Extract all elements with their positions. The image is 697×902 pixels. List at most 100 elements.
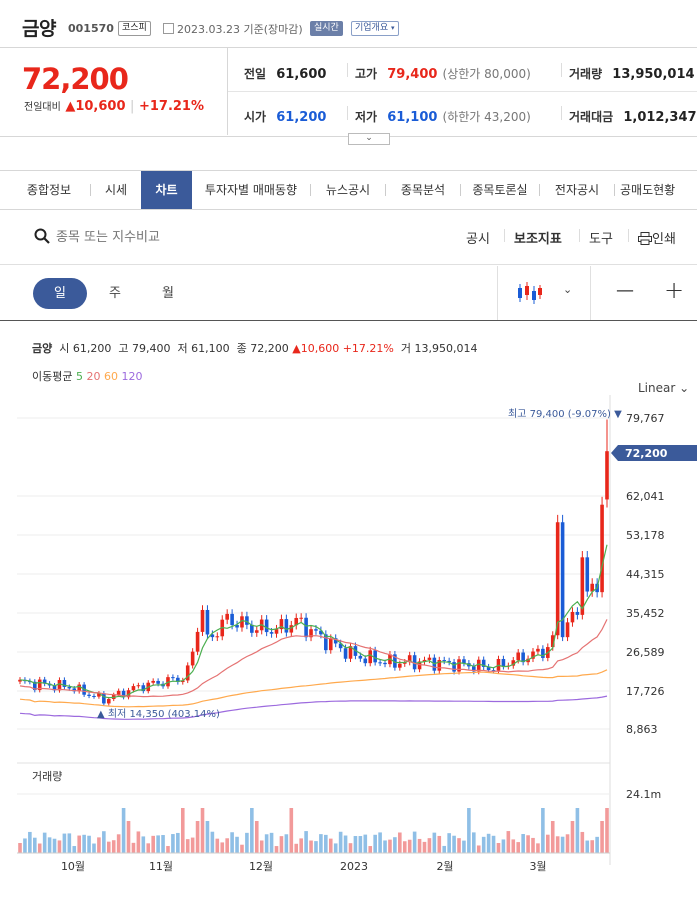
divider [497, 266, 498, 320]
candle-body [304, 617, 308, 638]
tab-chart[interactable]: 차트 [141, 171, 192, 209]
period-month-button[interactable]: 월 [162, 286, 174, 301]
close-value: 72,200 [250, 342, 289, 355]
tab-disclosure[interactable]: 전자공시 [554, 183, 600, 197]
candle-body [373, 650, 377, 663]
volume-bar [383, 840, 387, 853]
candlestick-type-icon[interactable] [517, 282, 543, 304]
disclosure-button[interactable]: 공시 [466, 232, 490, 247]
volume-bar [363, 834, 368, 853]
tab-investor-trading[interactable]: 투자자별 매매동향 [204, 183, 298, 197]
divider [460, 184, 461, 196]
stat-label: 시가 [244, 110, 267, 124]
candle-body [18, 679, 22, 682]
volume-bar [23, 838, 27, 853]
volume-bar [220, 842, 225, 853]
volume-bar [121, 808, 126, 853]
volume-bar [289, 808, 294, 853]
min-annotation: ▲ 최저 14,350 (403.14%) [97, 708, 220, 720]
volume-bar [205, 821, 210, 853]
y-tick-label: 44,315 [626, 568, 665, 581]
scale-label: Linear [638, 381, 676, 395]
candle-body [171, 677, 175, 679]
volume-bar [284, 834, 289, 853]
price-chart[interactable]: 79,767 62,041 53,178 44,315 35,452 26,589 17,7… [0, 395, 697, 902]
stat-value: 61,200 [276, 110, 327, 125]
volume-bar [250, 808, 254, 853]
period-week-button[interactable]: 주 [109, 286, 121, 301]
candle-body [472, 666, 476, 672]
compare-search-input[interactable] [54, 225, 238, 249]
candle-body [536, 648, 540, 652]
expand-toggle-button[interactable]: ⌄ [348, 133, 390, 145]
volume-bar [131, 842, 136, 853]
period-day-button[interactable]: 일 [33, 278, 87, 309]
volume-bar [97, 837, 101, 853]
zoom-in-button[interactable]: + [664, 276, 685, 304]
candle-body [343, 648, 348, 659]
chart-stock-name: 금양 [32, 342, 53, 355]
volume-bar [136, 831, 141, 853]
volume-bar [259, 840, 264, 853]
candle-body [314, 629, 318, 631]
tab-discussion[interactable]: 종목토론실 [472, 183, 528, 197]
chevron-down-icon: ⌄ [679, 381, 690, 395]
volume-bar [72, 846, 77, 853]
volume-bar [57, 840, 62, 853]
indicator-button[interactable]: 보조지표 [514, 232, 562, 247]
volume-bar [550, 821, 555, 853]
volume-bar [605, 808, 609, 853]
current-price-tag [611, 445, 697, 461]
stat-value: 1,012,347 백만 [623, 110, 697, 125]
candle-body [32, 681, 37, 691]
volume-bar [116, 834, 121, 853]
y-tick-label: 53,178 [626, 529, 665, 542]
volume-bar [496, 842, 501, 853]
divider [504, 229, 505, 242]
candle-body [422, 659, 427, 662]
low-label: 저 [177, 342, 188, 355]
volume-bar [491, 835, 496, 853]
tab-bar: 종합정보 시세 차트 투자자별 매매동향 뉴스공시 종목분석 종목토론실 전자공… [0, 170, 697, 210]
search-icon[interactable] [34, 228, 50, 244]
tab-short-selling[interactable]: 공매도현황 [620, 183, 676, 197]
change-percent: +17.21% [138, 99, 205, 114]
volume-bar [32, 837, 37, 853]
print-button[interactable]: 인쇄 [638, 228, 676, 247]
tools-button[interactable]: 도구 [589, 232, 613, 247]
volume-bar [417, 838, 422, 853]
volume-bar [77, 835, 81, 853]
realtime-badge[interactable]: 실시간 [310, 21, 343, 36]
volume-bar [52, 838, 57, 853]
volume-bar [521, 834, 525, 853]
stat-open: 시가 61,200 [244, 106, 326, 125]
tab-news[interactable]: 뉴스공시 [325, 183, 371, 197]
candle-body [102, 693, 106, 704]
volume-bar [476, 845, 481, 853]
max-annotation: 최고 79,400 (-9.07%) ▼ [508, 408, 622, 420]
candle-body [151, 680, 155, 683]
scale-selector[interactable]: Linear ⌄ [638, 381, 689, 395]
candle-body [491, 670, 496, 672]
volume-bar [575, 808, 580, 853]
tab-quotes[interactable]: 시세 [104, 183, 128, 197]
volume-bar [378, 832, 382, 853]
candle-body [333, 638, 338, 644]
moving-average-legend: 이동평균 5 20 60 120 [32, 368, 142, 384]
volume-bar [151, 835, 155, 853]
date-text: 2023.03.23 기준(장마감) [177, 23, 303, 36]
volume-bar [47, 837, 52, 853]
tab-analysis[interactable]: 종목분석 [400, 183, 446, 197]
volume-bar [328, 838, 333, 853]
tab-overview[interactable]: 종합정보 [26, 183, 72, 197]
up-triangle-icon: ▲ [292, 342, 301, 355]
zoom-out-button[interactable]: — [616, 280, 634, 301]
company-overview-button[interactable]: 기업개요 ▾ [351, 21, 399, 36]
chevron-down-icon[interactable]: ⌄ [563, 283, 573, 296]
volume-bar [432, 832, 437, 853]
divider [347, 63, 348, 77]
volume-bar [111, 840, 116, 853]
volume-bar [531, 837, 535, 853]
divider [90, 184, 91, 196]
volume-bar [516, 842, 521, 853]
